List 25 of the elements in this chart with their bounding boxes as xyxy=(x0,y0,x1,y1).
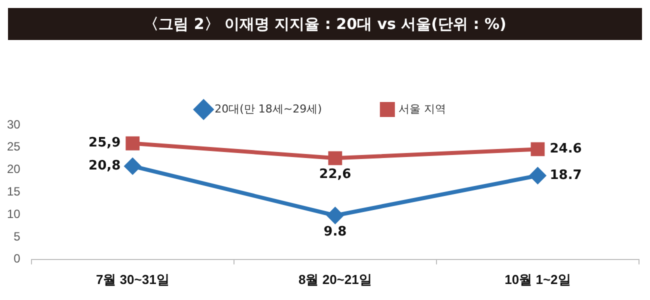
y-tick-label: 25 xyxy=(6,140,21,154)
y-tick-label: 15 xyxy=(6,184,21,199)
point xyxy=(124,158,141,174)
data-label: 20,8 xyxy=(88,158,121,174)
x-tick-label: 8월 20~21일 xyxy=(298,272,372,287)
chart-title: 〈그림 2〉 이재명 지지율 : 20대 vs 서울(단위 : %) xyxy=(144,14,506,34)
y-tick-label: 30 xyxy=(6,117,21,132)
data-label: 18.7 xyxy=(550,168,582,183)
point xyxy=(328,151,342,166)
legend-label: 서울 지역 xyxy=(398,102,446,116)
y-tick-label: 20 xyxy=(6,162,21,176)
legend-label: 20대(만 18세~29세) xyxy=(214,102,322,116)
y-tick-label: 5 xyxy=(14,229,21,244)
x-tick-label: 10월 1~2일 xyxy=(504,272,571,287)
y-tick-label: 10 xyxy=(6,206,21,221)
x-tick-label: 7월 30~31일 xyxy=(96,272,170,287)
point xyxy=(530,168,546,184)
data-label: 9.8 xyxy=(324,224,347,240)
data-label: 25,9 xyxy=(88,136,121,151)
point xyxy=(530,142,545,156)
point xyxy=(126,136,140,150)
point xyxy=(327,207,344,224)
y-tick-label: 0 xyxy=(14,252,21,266)
data-label: 22,6 xyxy=(319,167,352,182)
data-label: 24.6 xyxy=(550,142,582,157)
